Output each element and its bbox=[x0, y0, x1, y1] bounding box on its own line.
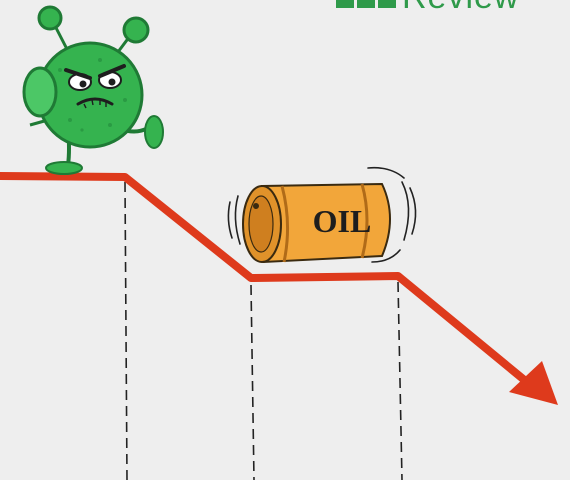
arrow-head-icon bbox=[509, 361, 558, 405]
virus-character-icon bbox=[22, 5, 164, 175]
logo-mark-icon bbox=[336, 0, 396, 8]
dashed-guide-3 bbox=[397, 281, 403, 480]
brand-logo: Review bbox=[336, 0, 519, 18]
dashed-guides bbox=[124, 181, 403, 480]
dashed-guide-1 bbox=[124, 181, 128, 480]
dashed-guide-2 bbox=[250, 284, 255, 480]
oil-barrel-icon: OIL bbox=[227, 166, 417, 264]
barrel-label: OIL bbox=[313, 203, 372, 239]
trend-arrow bbox=[0, 172, 558, 405]
trend-line bbox=[0, 172, 532, 387]
logo-wordmark: Review bbox=[402, 0, 519, 14]
